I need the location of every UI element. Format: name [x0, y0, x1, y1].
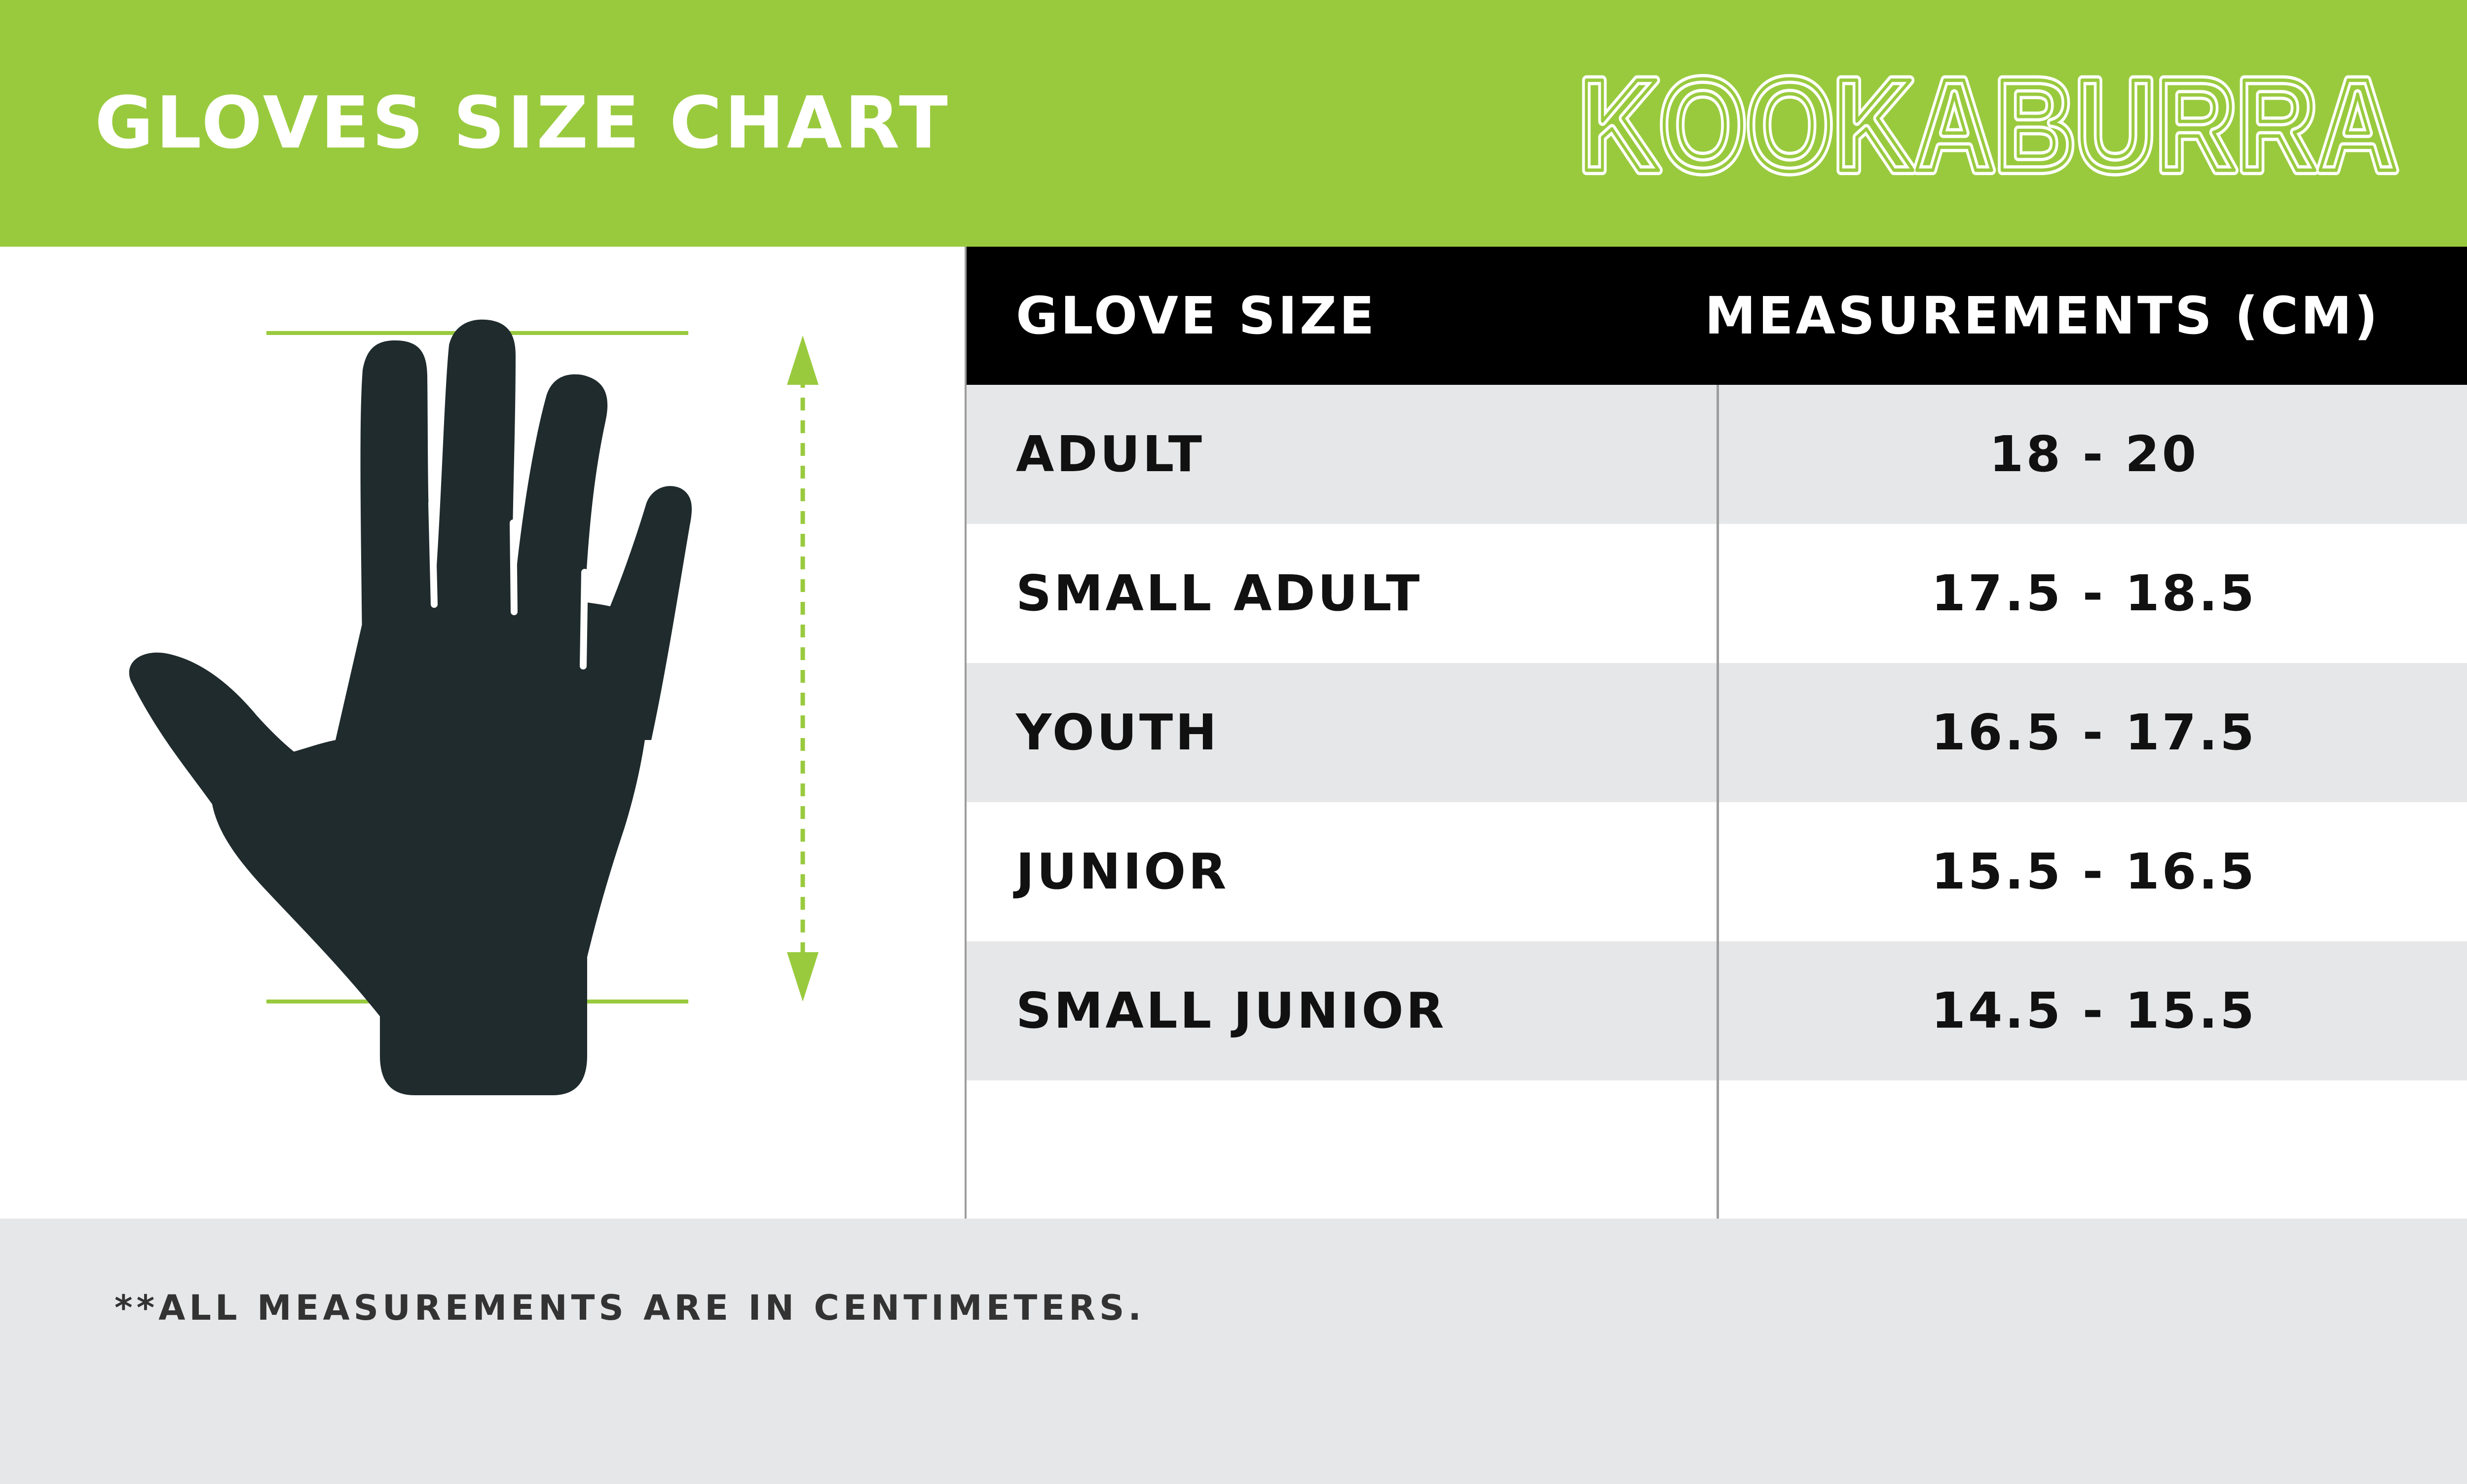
measurement-cell: [1719, 1080, 2467, 1220]
finger-gap-lines: [428, 500, 588, 669]
glove-size-cell: SMALL JUNIOR: [1016, 982, 1447, 1039]
column-divider: [1717, 385, 1719, 1219]
measurement-cell: 18 - 20: [1989, 425, 2199, 483]
brand-logo-text: KOOKABURRA: [1579, 59, 2398, 192]
measurement-cell: 14.5 - 15.5: [1931, 982, 2257, 1039]
header-banner: GLOVES SIZE CHART KOOKABURRA KOOKABURRA: [0, 0, 2467, 247]
hand-illustration: [0, 247, 965, 1219]
column-header-measurements: MEASUREMENTS (CM): [1704, 286, 2380, 346]
glove-size-cell: YOUTH: [1016, 704, 1219, 761]
table-header-row: GLOVE SIZE MEASUREMENTS (CM): [967, 247, 2467, 385]
measurement-cell: 16.5 - 17.5: [1931, 704, 2257, 761]
glove-size-cell: SMALL ADULT: [1016, 564, 1422, 622]
measurement-cell: 17.5 - 18.5: [1931, 564, 2257, 622]
measurement-cell: 15.5 - 16.5: [1931, 843, 2257, 900]
glove-size-cell: JUNIOR: [1016, 843, 1229, 900]
page-title: GLOVES SIZE CHART: [95, 81, 950, 165]
glove-size-cell: ADULT: [1016, 425, 1204, 483]
column-header-glove-size: GLOVE SIZE: [1016, 286, 1377, 346]
measurement-footnote: **ALL MEASUREMENTS ARE IN CENTIMETERS.: [114, 1288, 1145, 1328]
footer-note-panel: **ALL MEASUREMENTS ARE IN CENTIMETERS.: [0, 1219, 2467, 1484]
hand-icon: [129, 319, 692, 1095]
brand-logo: KOOKABURRA KOOKABURRA: [1579, 59, 2403, 192]
size-table: GLOVE SIZE MEASUREMENTS (CM) ADULT 18 - …: [965, 247, 2467, 1220]
measurement-arrow-icon: [787, 335, 819, 1002]
brand-logo-text-inner: KOOKABURRA: [1579, 59, 2398, 192]
